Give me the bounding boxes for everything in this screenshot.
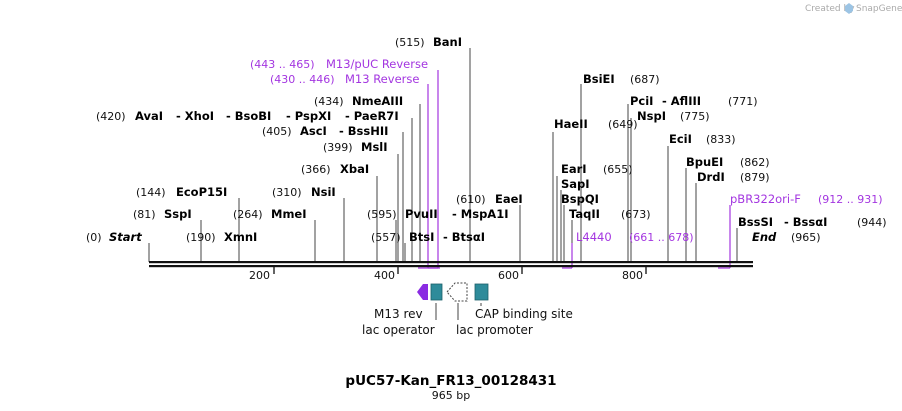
enzyme-pos-ecii: (833) [706,133,736,146]
enzyme-pos-bssai: (944) [857,216,887,229]
map-title: pUC57-Kan_FR13_00128431 [345,373,556,389]
enzyme-pos-nsii: (310) [272,186,302,199]
enzyme-label-nspi[interactable]: NspI [637,109,666,123]
enzyme-label-asci[interactable]: AscI [300,124,327,138]
enzyme-label-bsobi[interactable]: - BsoBI [226,109,271,123]
enzyme-pos-pvuii: (595) [367,208,397,221]
primer-label-pbr322ori-f[interactable]: pBR322ori-F [730,192,801,206]
enzyme-label-btsi[interactable]: BtsI [409,230,434,244]
enzyme-label-pcii[interactable]: PciI [630,94,653,108]
enzyme-label-eaei[interactable]: EaeI [495,192,523,206]
enzyme-pos-avai: (420) [96,110,126,123]
feature-label-cap-binding-site: CAP binding site [475,307,573,321]
enzyme-label-pspxi[interactable]: - PspXI [286,109,331,123]
enzyme-label-xhoi[interactable]: - XhoI [176,109,214,123]
snapgene-logo-icon [845,3,853,14]
tick-label-800: 800 [622,269,643,282]
enzyme-label-bsssi[interactable]: BssSI [738,215,773,229]
scale-ticks [273,267,647,274]
enzyme-label-mmei[interactable]: MmeI [271,207,307,221]
enzyme-label-drdi[interactable]: DrdI [697,170,725,184]
enzyme-label-sapi[interactable]: SapI [561,177,590,191]
lac-promoter-arrow-icon[interactable] [446,282,468,302]
primer-label-l4440[interactable]: L4440 [576,230,612,244]
enzyme-pos-nspi: (775) [680,110,710,123]
enzyme-label-bsiei[interactable]: BsiEI [583,72,615,86]
enzyme-pos-msli: (399) [323,141,353,154]
feature-label-lac-operator: lac operator [362,323,435,337]
enzyme-label-ecop15i[interactable]: EcoP15I [176,185,227,199]
enzyme-label-ecii[interactable]: EciI [669,132,692,146]
enzyme-label-start[interactable]: Start [109,230,142,244]
enzyme-label-sspi[interactable]: SspI [164,207,192,221]
enzyme-pos-xmni: (190) [186,231,216,244]
enzyme-pos-ecop15i: (144) [136,186,166,199]
enzyme-label-haeii[interactable]: HaeII [554,117,588,131]
feature-leader-lines [435,303,482,320]
primer-lines [418,70,731,269]
enzyme-label-bssai[interactable]: - BssαI [784,215,827,229]
enzyme-label-bpuei[interactable]: BpuEI [686,155,723,169]
enzyme-label-avai[interactable]: AvaI [135,109,163,123]
credit-text: Created by [805,4,855,14]
map-length: 965 bp [432,389,470,402]
enzyme-label-paer7i[interactable]: - PaeR7I [345,109,399,123]
feature-label-lac-promoter: lac promoter [456,323,533,337]
enzyme-pos-nmeaiii: (434) [314,95,344,108]
enzyme-label-bani[interactable]: BanI [433,35,462,49]
enzyme-pos-bani: (515) [395,36,425,49]
primer-pos-m13-reverse: (430 .. 446) [270,73,335,86]
tick-label-200: 200 [249,269,270,282]
primer-pos-m13-puc-reverse: (443 .. 465) [250,58,315,71]
enzyme-label-mspa1i[interactable]: - MspA1I [452,207,508,221]
primer-pos-l4440: (661 .. 678) [629,231,694,244]
sequence-backbone[interactable] [149,261,753,268]
enzyme-label-bspqi[interactable]: BspQI [561,192,599,206]
enzyme-label-xmni[interactable]: XmnI [224,230,257,244]
brand-text: SnapGene [856,4,902,14]
enzyme-pos-bsiei: (687) [630,73,660,86]
cap-binding-site-feature[interactable] [474,283,489,301]
enzyme-label-afliii[interactable]: - AflIII [662,94,701,108]
enzyme-pos-haeii: (649) [608,118,638,131]
enzyme-pos-drdi: (879) [740,171,770,184]
feature-label-m13-rev: M13 rev [374,307,423,321]
enzyme-label-taqii[interactable]: TaqII [569,207,600,221]
enzyme-pos-xbai: (366) [301,163,331,176]
enzyme-pos-end: (965) [791,231,821,244]
lac-operator-feature[interactable] [430,283,443,301]
enzyme-label-nsii[interactable]: NsiI [311,185,336,199]
enzyme-pos-btsi: (557) [371,231,401,244]
enzyme-pos-eari: (655) [603,163,633,176]
primer-label-m13-reverse[interactable]: M13 Reverse [345,72,419,86]
enzyme-pos-asci: (405) [262,125,292,138]
m13-rev-arrow-icon[interactable] [417,284,428,300]
enzyme-label-bsshii[interactable]: - BssHII [339,124,388,138]
enzyme-pos-taqii: (673) [621,208,651,221]
enzyme-label-xbai[interactable]: XbaI [340,162,369,176]
enzyme-label-pvuii[interactable]: PvuII [405,207,438,221]
primer-pos-pbr322ori-f: (912 .. 931) [818,193,883,206]
enzyme-pos-afliii: (771) [728,95,758,108]
enzyme-pos-start: (0) [86,231,102,244]
enzyme-pos-mmei: (264) [233,208,263,221]
enzyme-pos-eaei: (610) [456,193,486,206]
primer-label-m13-puc-reverse[interactable]: M13/pUC Reverse [326,57,428,71]
enzyme-label-msli[interactable]: MslI [361,140,388,154]
tick-label-600: 600 [498,269,519,282]
enzyme-label-end[interactable]: End [752,230,777,244]
tick-label-400: 400 [374,269,395,282]
enzyme-label-nmeaiii[interactable]: NmeAIII [352,94,403,108]
enzyme-label-btsai[interactable]: - BtsαI [443,230,485,244]
enzyme-pos-sspi: (81) [133,208,156,221]
enzyme-label-eari[interactable]: EarI [561,162,587,176]
enzyme-pos-bpuei: (862) [740,156,770,169]
